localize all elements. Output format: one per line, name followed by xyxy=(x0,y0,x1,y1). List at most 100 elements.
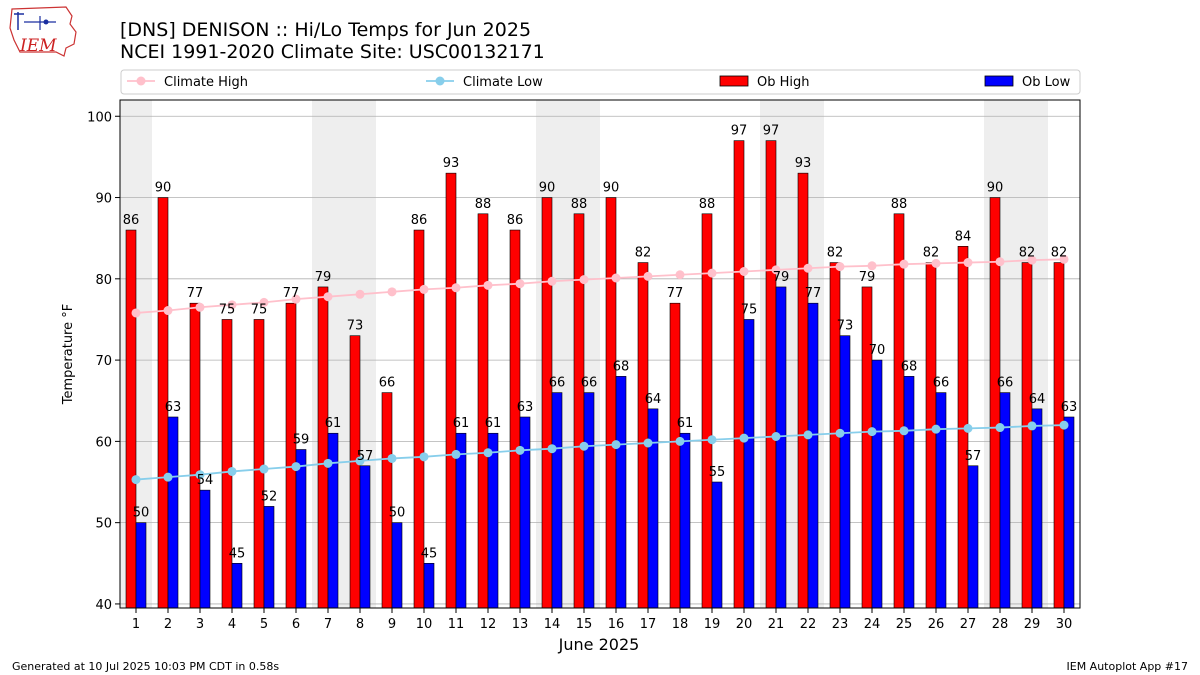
label-ob-low: 45 xyxy=(421,546,438,561)
legend-climate-high-marker xyxy=(136,76,146,86)
chart-subtitle: NCEI 1991-2020 Climate Site: USC00132171 xyxy=(120,41,545,63)
label-ob-low: 45 xyxy=(229,546,246,561)
climate-high-point xyxy=(835,262,845,272)
label-ob-high: 75 xyxy=(251,302,268,317)
label-ob-low: 61 xyxy=(677,416,694,431)
bar-ob-high xyxy=(765,140,777,609)
bar-ob-low xyxy=(583,392,595,609)
x-tick-label: 19 xyxy=(704,617,721,632)
climate-high-line xyxy=(135,258,1065,314)
climate-high-point xyxy=(131,308,141,318)
y-tick-label: 80 xyxy=(95,273,112,288)
climate-high-point xyxy=(195,302,205,312)
climate-high-point xyxy=(995,257,1005,267)
bar-ob-high xyxy=(285,302,297,609)
bar-ob-low xyxy=(743,319,755,609)
bar-ob-low xyxy=(295,449,307,609)
label-ob-low: 50 xyxy=(389,506,406,521)
y-axis: 40 50 60 70 80 90 100 xyxy=(87,110,120,613)
climate-low-point xyxy=(483,448,493,458)
climate-low-point xyxy=(675,436,685,446)
x-tick-label: 24 xyxy=(864,617,881,632)
bar-ob-low xyxy=(967,465,979,609)
bar-ob-low xyxy=(167,416,179,609)
bar-ob-low xyxy=(199,489,211,609)
bar-ob-low xyxy=(711,481,723,609)
climate-high-point xyxy=(387,287,397,297)
y-tick-label: 90 xyxy=(95,192,112,207)
bar-ob-high xyxy=(893,213,905,609)
label-ob-low: 61 xyxy=(325,416,342,431)
climate-low-point xyxy=(323,458,333,468)
climate-high-point xyxy=(963,258,973,268)
label-ob-low: 59 xyxy=(293,433,310,448)
label-ob-high: 86 xyxy=(411,213,428,228)
bar-ob-low xyxy=(903,376,915,609)
y-tick-label: 70 xyxy=(95,354,112,369)
bar-ob-low xyxy=(359,465,371,609)
label-ob-high: 82 xyxy=(635,246,652,261)
bar-ob-high xyxy=(445,172,457,609)
label-ob-low: 66 xyxy=(581,376,598,391)
climate-high-point xyxy=(291,294,301,304)
label-ob-high: 97 xyxy=(731,124,748,139)
chart-title: [DNS] DENISON :: Hi/Lo Temps for Jun 202… xyxy=(120,19,531,41)
x-tick-label: 12 xyxy=(480,617,497,632)
label-ob-low: 70 xyxy=(869,343,886,358)
climate-high-point xyxy=(643,271,653,281)
legend-climate-low-marker xyxy=(435,76,445,86)
label-ob-high: 86 xyxy=(123,213,140,228)
x-tick-label: 22 xyxy=(800,617,817,632)
bar-ob-high xyxy=(573,213,585,609)
climate-low-point xyxy=(803,430,813,440)
iem-logo: IEM xyxy=(9,6,77,57)
label-ob-low: 54 xyxy=(197,473,214,488)
label-ob-high: 97 xyxy=(763,124,780,139)
bar-ob-high xyxy=(733,140,745,609)
bar-ob-low xyxy=(135,522,147,609)
bar-labels: 86 50 90 63 77 54 75 45 75 52 77 59 79 61 73 57 66 50 86 45… xyxy=(123,124,1078,562)
bar-ob-low xyxy=(551,392,563,609)
climate-high-point xyxy=(707,268,717,278)
label-ob-low: 66 xyxy=(549,376,566,391)
climate-high-point xyxy=(483,280,493,290)
bar-ob-low xyxy=(423,562,435,609)
label-ob-low: 50 xyxy=(133,506,150,521)
climate-high-point xyxy=(1059,254,1069,264)
climate-low-point xyxy=(1027,421,1037,431)
x-tick-label: 10 xyxy=(416,617,433,632)
x-tick-label: 5 xyxy=(260,617,268,632)
label-ob-high: 82 xyxy=(1051,246,1068,261)
y-tick-label: 100 xyxy=(87,110,112,125)
legend-climate-low-label: Climate Low xyxy=(463,75,543,90)
label-ob-low: 63 xyxy=(517,400,534,415)
climate-low-point xyxy=(931,424,941,434)
label-ob-low: 61 xyxy=(485,416,502,431)
climate-low-point xyxy=(739,433,749,443)
label-ob-low: 64 xyxy=(1029,392,1046,407)
label-ob-low: 57 xyxy=(965,449,982,464)
climate-high-point xyxy=(867,261,877,271)
label-ob-low: 52 xyxy=(261,489,278,504)
label-ob-high: 77 xyxy=(187,286,204,301)
climate-high-point xyxy=(899,259,909,269)
label-ob-low: 63 xyxy=(1061,400,1078,415)
climate-high-point xyxy=(323,292,333,302)
climate-low-point xyxy=(899,426,909,436)
bar-ob-low xyxy=(263,506,275,609)
y-tick-label: 60 xyxy=(95,435,112,450)
legend-climate-high-label: Climate High xyxy=(164,75,248,90)
x-tick-label: 2 xyxy=(164,617,172,632)
climate-low-point xyxy=(163,472,173,482)
label-ob-low: 63 xyxy=(165,400,182,415)
climate-low-point xyxy=(355,456,365,466)
climate-high-point xyxy=(675,270,685,280)
x-axis-label: June 2025 xyxy=(558,635,640,654)
x-tick-label: 3 xyxy=(196,617,204,632)
x-tick-label: 11 xyxy=(448,617,465,632)
y-tick-label: 40 xyxy=(95,598,112,613)
bar-ob-high xyxy=(253,319,265,609)
bar-ob-low xyxy=(775,286,787,609)
footer-generated: Generated at 10 Jul 2025 10:03 PM CDT in… xyxy=(12,660,279,673)
